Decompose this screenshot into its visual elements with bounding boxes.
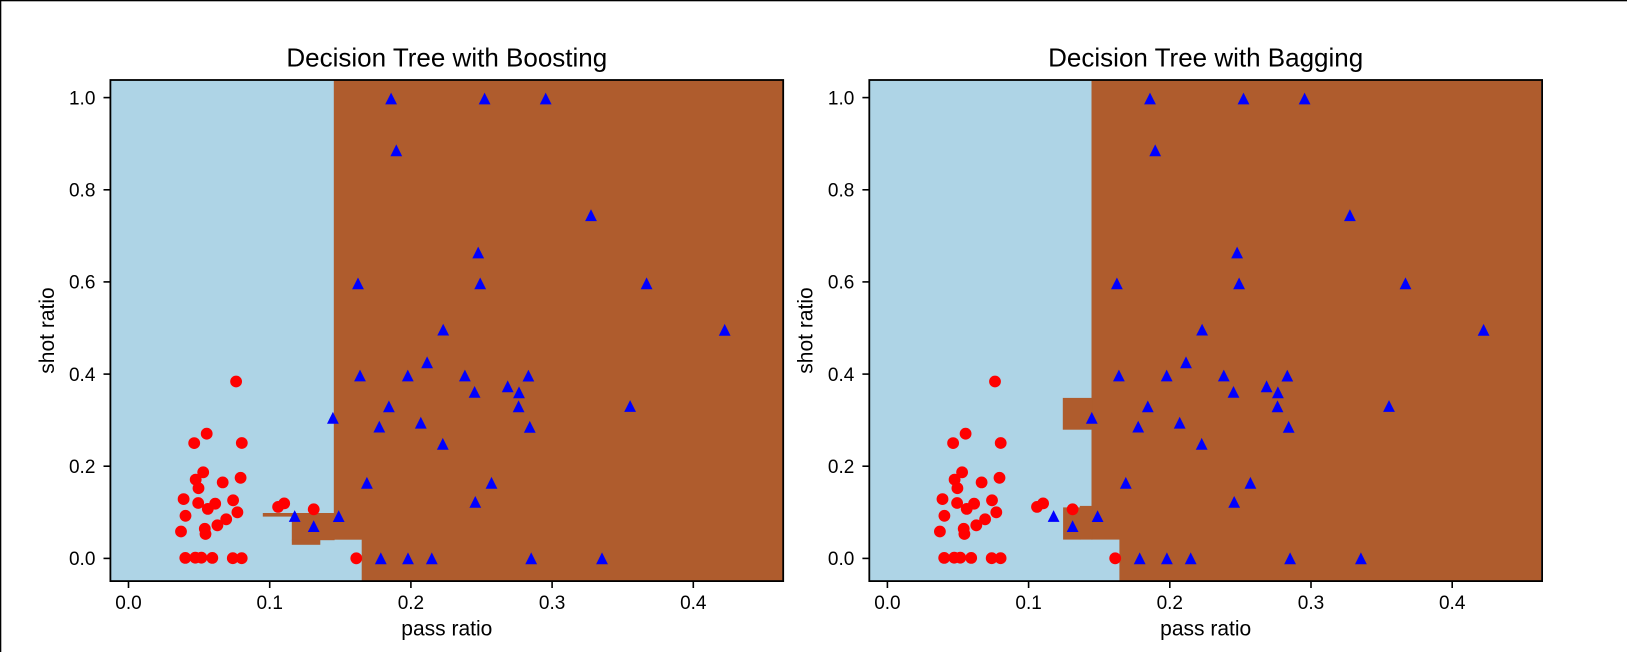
svg-text:0.4: 0.4: [69, 365, 96, 386]
svg-text:0.3: 0.3: [1298, 593, 1324, 614]
svg-text:0.8: 0.8: [69, 181, 95, 202]
svg-text:0.4: 0.4: [1439, 593, 1466, 614]
svg-text:Decision Tree with Bagging: Decision Tree with Bagging: [1048, 43, 1363, 73]
svg-text:0.4: 0.4: [680, 593, 707, 614]
svg-text:shot ratio: shot ratio: [795, 287, 818, 373]
svg-text:0.2: 0.2: [828, 457, 854, 478]
svg-text:0.0: 0.0: [874, 593, 900, 614]
svg-text:0.1: 0.1: [1015, 593, 1041, 614]
svg-text:pass ratio: pass ratio: [1160, 617, 1251, 640]
svg-text:0.1: 0.1: [256, 593, 282, 614]
svg-text:0.2: 0.2: [69, 457, 95, 478]
svg-text:Decision Tree with Boosting: Decision Tree with Boosting: [286, 43, 607, 73]
svg-text:0.0: 0.0: [115, 593, 141, 614]
svg-text:0.0: 0.0: [828, 549, 854, 570]
svg-text:0.2: 0.2: [1157, 593, 1183, 614]
svg-text:0.6: 0.6: [828, 273, 854, 294]
svg-text:0.2: 0.2: [398, 593, 424, 614]
svg-text:1.0: 1.0: [69, 88, 95, 109]
svg-text:1.0: 1.0: [828, 88, 854, 109]
svg-text:pass ratio: pass ratio: [401, 617, 492, 640]
svg-text:0.6: 0.6: [69, 273, 95, 294]
svg-text:0.3: 0.3: [539, 593, 565, 614]
svg-text:0.0: 0.0: [69, 549, 95, 570]
svg-text:0.4: 0.4: [828, 365, 855, 386]
svg-text:0.8: 0.8: [828, 181, 854, 202]
svg-text:shot ratio: shot ratio: [36, 287, 59, 373]
